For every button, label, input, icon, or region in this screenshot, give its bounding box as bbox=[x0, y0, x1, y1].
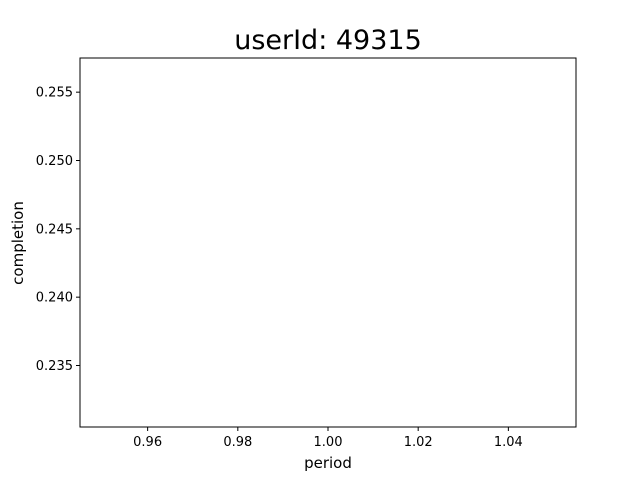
x-tick-label: 1.02 bbox=[404, 435, 433, 450]
x-tick-label: 0.96 bbox=[133, 435, 162, 450]
chart-title: userId: 49315 bbox=[234, 25, 422, 56]
x-tick-label: 0.98 bbox=[223, 435, 252, 450]
y-tick-label: 0.235 bbox=[36, 359, 73, 374]
plot-area-frame bbox=[79, 57, 577, 428]
x-axis-ticks: 0.96 0.98 1.00 1.02 1.04 bbox=[133, 427, 523, 450]
y-axis-label: completion bbox=[9, 201, 27, 285]
y-axis-ticks: 0.235 0.240 0.245 0.250 0.255 bbox=[36, 86, 80, 374]
y-tick-label: 0.255 bbox=[36, 86, 73, 101]
y-tick-label: 0.240 bbox=[36, 291, 73, 306]
y-tick-label: 0.245 bbox=[36, 222, 73, 237]
y-tick-label: 0.250 bbox=[36, 154, 73, 169]
x-tick-label: 1.04 bbox=[494, 435, 523, 450]
x-axis-label: period bbox=[304, 454, 352, 472]
x-tick-label: 1.00 bbox=[314, 435, 343, 450]
